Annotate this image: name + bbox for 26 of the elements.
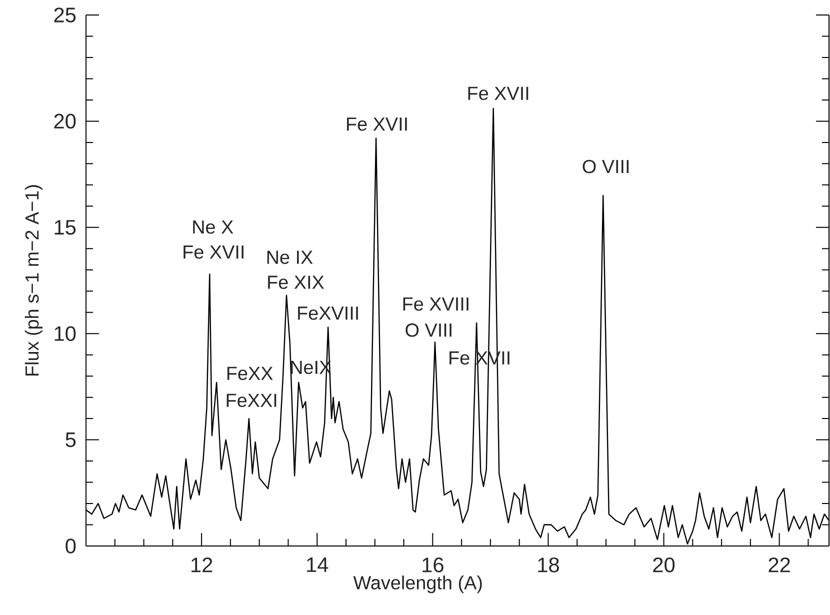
x-tick-label: 16 xyxy=(422,558,444,572)
annotation: FeXVIII xyxy=(298,306,358,320)
annotation: FeXX xyxy=(227,366,273,380)
x-tick-label: 14 xyxy=(307,558,328,572)
annotation: O VIII xyxy=(582,160,629,174)
y-tick-label: 0 xyxy=(66,538,76,554)
annotation: FeXXI xyxy=(226,394,276,408)
x-tick-label: 12 xyxy=(192,558,212,572)
x-tick-label: 18 xyxy=(538,558,559,572)
annotation: Fe XVIII xyxy=(403,297,468,311)
annotation: Fe XVII xyxy=(347,118,407,131)
annotation: O VIII xyxy=(406,323,452,337)
annotation: Ne X xyxy=(193,220,234,234)
x-tick-label: 20 xyxy=(653,558,675,572)
x-tick-label: 22 xyxy=(768,558,790,572)
annotation: Ne IX xyxy=(267,250,313,264)
y-tick-label: 20 xyxy=(54,114,76,129)
y-tick-label: 10 xyxy=(54,326,76,342)
y-tick-label: 25 xyxy=(54,8,76,22)
y-tick-label: 15 xyxy=(54,220,76,235)
annotation: Fe XVII xyxy=(468,86,528,100)
y-tick-label: 5 xyxy=(66,432,76,448)
x-axis-title: Wavelength (A) xyxy=(353,576,482,594)
annotation: Fe XVII xyxy=(184,246,244,259)
y-axis-title: Flux (ph s−1 m−2 A−1) xyxy=(24,185,42,376)
annotation: Fe XIX xyxy=(268,276,324,289)
